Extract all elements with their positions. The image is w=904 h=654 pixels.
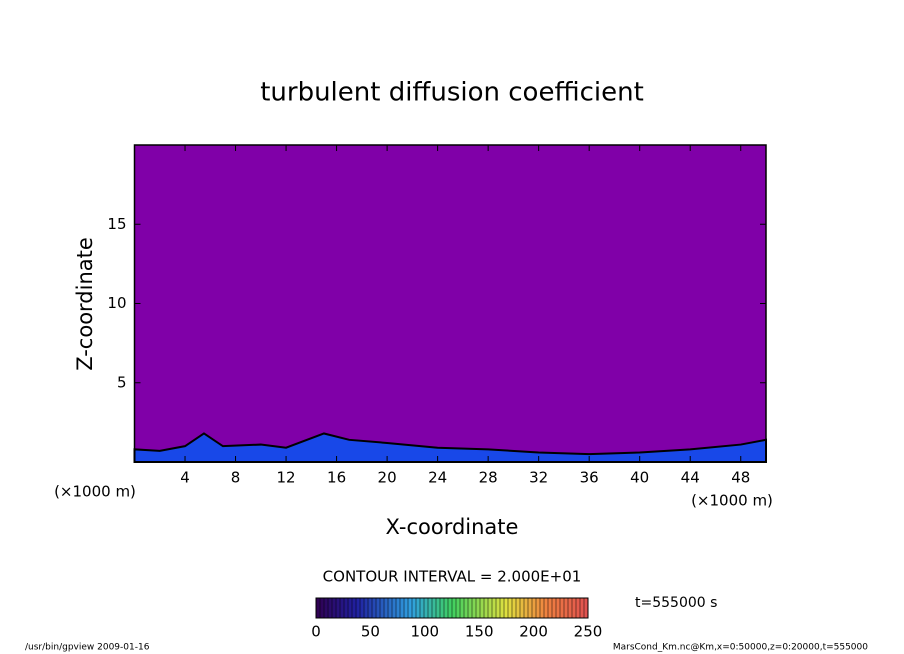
x-tick-label: 20 [378,469,397,487]
footer-left: /usr/bin/gpview 2009-01-16 [25,643,150,653]
x-tick-label: 36 [580,469,599,487]
y-tick-label: 5 [117,373,127,391]
x-tick-label: 8 [231,469,241,487]
y-unit: (×1000 m) [54,483,136,501]
x-tick-label: 40 [630,469,649,487]
x-tick-label: 24 [428,469,447,487]
y-tick-label: 10 [107,294,126,312]
colorbar-tick-label: 50 [361,623,380,641]
x-tick-label: 28 [479,469,498,487]
colorbar-tick-label: 250 [574,623,603,641]
x-unit: (×1000 m) [691,492,773,510]
colorbar-tick-label: 100 [410,623,439,641]
colorbar-tick-label: 0 [311,623,321,641]
y-tick-label: 15 [107,215,126,233]
colorbar-tick-label: 150 [465,623,494,641]
field-background [134,145,766,462]
boundary-layer [133,432,767,463]
colorbar-title: CONTOUR INTERVAL = 2.000E+01 [323,568,582,586]
chart-title: turbulent diffusion coefficient [260,78,644,108]
x-tick-label: 16 [327,469,346,487]
x-tick-label: 12 [277,469,296,487]
time-label: t=555000 s [635,595,717,611]
x-tick-label: 4 [180,469,190,487]
x-tick-label: 48 [731,469,750,487]
x-tick-label: 32 [529,469,548,487]
x-axis-label: X-coordinate [386,515,519,539]
footer-right: MarsCond_Km.nc@Km,x=0:50000,z=0:20000,t=… [613,643,868,653]
y-axis-label: Z-coordinate [73,237,97,371]
x-tick-label: 44 [681,469,700,487]
colorbar-tick-label: 200 [519,623,548,641]
